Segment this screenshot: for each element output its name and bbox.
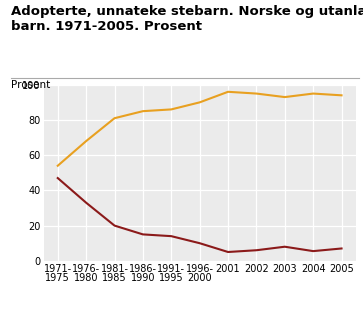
Text: Adopterte, unnateke stebarn. Norske og utanlandske
barn. 1971-2005. Prosent: Adopterte, unnateke stebarn. Norske og u… xyxy=(11,5,363,33)
Text: Prosent: Prosent xyxy=(11,80,50,90)
Legend: Norske barn, Utanlandske barn: Norske barn, Utanlandske barn xyxy=(70,322,298,326)
